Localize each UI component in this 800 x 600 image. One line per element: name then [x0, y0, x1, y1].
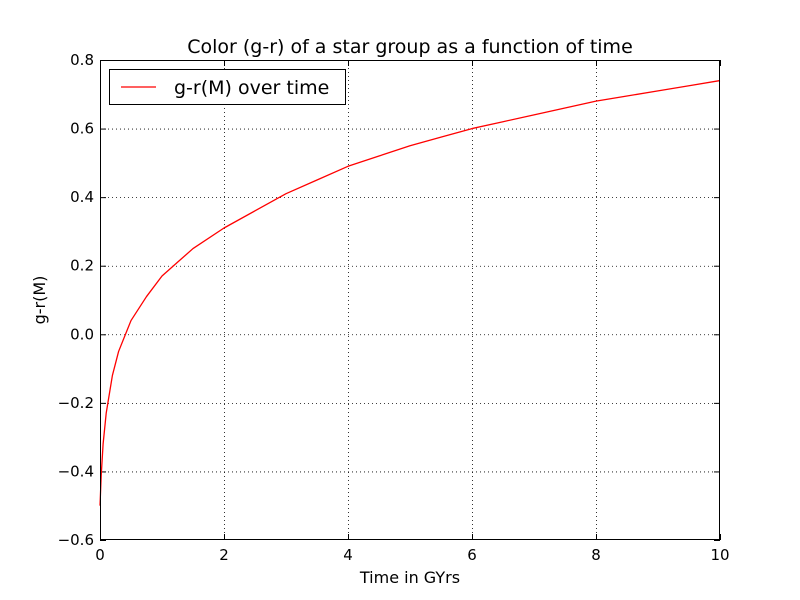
x-tick-label: 4	[343, 546, 353, 564]
y-tick-label: 0.4	[70, 188, 94, 206]
y-tick-label: 0.2	[70, 257, 94, 275]
y-tick-labels: −0.6 −0.4 −0.2 0.0 0.2 0.4 0.6 0.8	[58, 51, 94, 549]
y-tick-label: 0.6	[70, 120, 94, 138]
series-line	[99, 79, 721, 506]
x-tick-label: 6	[467, 546, 477, 564]
y-tick-label: −0.6	[58, 531, 94, 549]
y-tick-label: 0.8	[70, 51, 94, 69]
x-tick-labels: 0 2 4 6 8 10	[95, 546, 729, 564]
x-tick-label: 8	[591, 546, 601, 564]
series-layer	[99, 79, 721, 506]
y-tick-label: −0.4	[58, 462, 94, 480]
y-tick-label: −0.2	[58, 394, 94, 412]
legend-label: g-r(M) over time	[174, 77, 329, 99]
x-tick-label: 10	[710, 546, 729, 564]
chart-title: Color (g-r) of a star group as a functio…	[187, 36, 633, 58]
x-axis-title: Time in GYrs	[359, 568, 460, 587]
grid	[100, 60, 720, 540]
y-tick-label: 0.0	[70, 325, 94, 343]
axis-ticks	[100, 60, 721, 541]
plot-frame	[100, 60, 720, 540]
x-tick-label: 0	[95, 546, 105, 564]
y-axis-title: g-r(M)	[30, 276, 49, 325]
x-tick-label: 2	[219, 546, 229, 564]
legend: g-r(M) over time	[109, 69, 346, 105]
